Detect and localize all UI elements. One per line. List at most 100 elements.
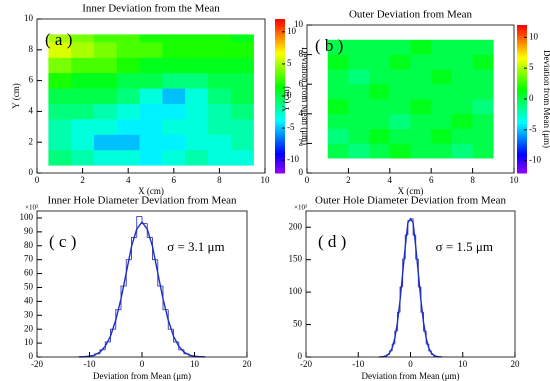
chart-title: Inner Hole Diameter Deviation from Mean: [47, 195, 237, 207]
heat-cell: [139, 88, 163, 104]
heat-cell: [162, 34, 186, 43]
panel: Inner Hole Diameter Deviation from Mean ×…: [20, 195, 253, 381]
colorbar-step: [517, 96, 527, 100]
heat-cell: [48, 103, 72, 120]
x-tick-label: 0: [140, 359, 145, 369]
heat-cell: [369, 84, 391, 100]
panel: Outer Deviation from Mean -10 -5 0 5 10 Deviat…: [281, 9, 550, 197]
y-tick-label: 2: [299, 137, 304, 147]
colorbar-step: [517, 44, 527, 48]
heat-cell: [185, 57, 209, 74]
heat-cell: [410, 69, 432, 85]
x-axis-label: Deviation from Mean (μm): [93, 371, 191, 381]
colorbar-step: [275, 162, 285, 166]
heat-cell: [162, 134, 186, 151]
x-tick-label: 20: [243, 359, 253, 369]
heat-cell: [94, 103, 118, 120]
heat-cell: [139, 119, 163, 135]
heat-cell: [451, 39, 473, 55]
colorbar-step: [517, 108, 527, 112]
colorbar-step: [275, 167, 285, 171]
colorbar-step: [517, 123, 527, 127]
colorbar-tick-label: 5: [287, 58, 292, 68]
colorbar-step: [275, 108, 285, 112]
annotation: σ = 3.1 μm: [167, 239, 224, 254]
colorbar-step: [275, 157, 285, 161]
heat-cell: [71, 57, 95, 74]
heat-cell: [94, 149, 118, 166]
x-tick-label: 4: [388, 175, 393, 185]
colorbar-step: [275, 31, 285, 35]
y-tick-label: 0: [298, 351, 303, 361]
colorbar-step: [517, 71, 527, 75]
heat-cell: [185, 88, 209, 104]
heat-cell: [116, 88, 140, 104]
colorbar-step: [517, 81, 527, 85]
heat-cell: [410, 54, 432, 70]
colorbar-step: [275, 78, 285, 82]
colorbar-step: [517, 37, 527, 41]
x-tick-label: 10: [261, 175, 271, 185]
histogram-bin: [125, 259, 132, 287]
y-tick-label: 80: [24, 240, 34, 250]
colorbar-step: [517, 136, 527, 139]
heat-cell: [162, 72, 186, 89]
colorbar-step: [275, 155, 285, 159]
heat-cell: [71, 88, 95, 104]
histogram-bin: [131, 236, 137, 260]
histogram-bin: [115, 309, 121, 330]
colorbar-step: [517, 89, 527, 93]
x-tick-label: 2: [80, 175, 85, 185]
colorbar-step: [517, 84, 527, 88]
heat-cell: [139, 103, 163, 120]
heat-cell: [369, 69, 391, 85]
colorbar-step: [275, 60, 285, 64]
colorbar-step: [517, 121, 527, 125]
y-tick-label: 50: [293, 319, 303, 329]
y-axis-label: Y (cm): [11, 83, 21, 108]
heat-cell: [410, 128, 432, 144]
colorbar-label: Deviation from Mean (μm): [300, 47, 310, 145]
heat-cell: [71, 72, 95, 89]
heat-cell: [48, 57, 72, 74]
heat-cell: [94, 88, 118, 104]
colorbar-step: [517, 160, 527, 164]
colorbar-step: [517, 54, 527, 58]
colorbar-step: [275, 52, 285, 56]
heat-cell: [431, 99, 453, 115]
colorbar-step: [517, 113, 527, 117]
colorbar-step: [517, 49, 527, 53]
colorbar-step: [517, 153, 527, 157]
colorbar-step: [275, 80, 285, 84]
heat-cell: [327, 69, 349, 85]
colorbar-step: [517, 131, 527, 135]
colorbar-step: [517, 62, 527, 65]
heat-cell: [451, 113, 473, 129]
heat-cell: [71, 103, 95, 120]
heat-cell: [116, 57, 140, 74]
colorbar-step: [517, 111, 527, 115]
colorbar-tick-label: 0: [287, 90, 292, 100]
y-tick-label: 6: [299, 78, 304, 88]
heat-cell: [230, 149, 254, 166]
x-tick-label: 0: [305, 175, 310, 185]
heat-cell: [431, 128, 453, 144]
colorbar-step: [275, 103, 285, 107]
chart-title: Outer Hole Diameter Deviation from Mean: [315, 195, 506, 207]
heat-cell: [185, 42, 209, 58]
colorbar-step: [275, 101, 285, 105]
heat-cell: [451, 128, 473, 144]
fit-curve: [78, 221, 206, 358]
colorbar-step: [517, 59, 527, 63]
colorbar-step: [275, 160, 285, 164]
histogram-bin: [110, 328, 116, 342]
heat-cell: [327, 99, 349, 115]
colorbar-step: [517, 170, 527, 174]
colorbar-step: [517, 69, 527, 73]
colorbar-tick-label: -10: [529, 155, 541, 165]
colorbar-tick-label: 10: [529, 31, 539, 41]
colorbar-step: [517, 145, 527, 149]
heat-cell: [185, 34, 209, 43]
heat-cell: [431, 54, 453, 70]
heat-cell: [116, 103, 140, 120]
